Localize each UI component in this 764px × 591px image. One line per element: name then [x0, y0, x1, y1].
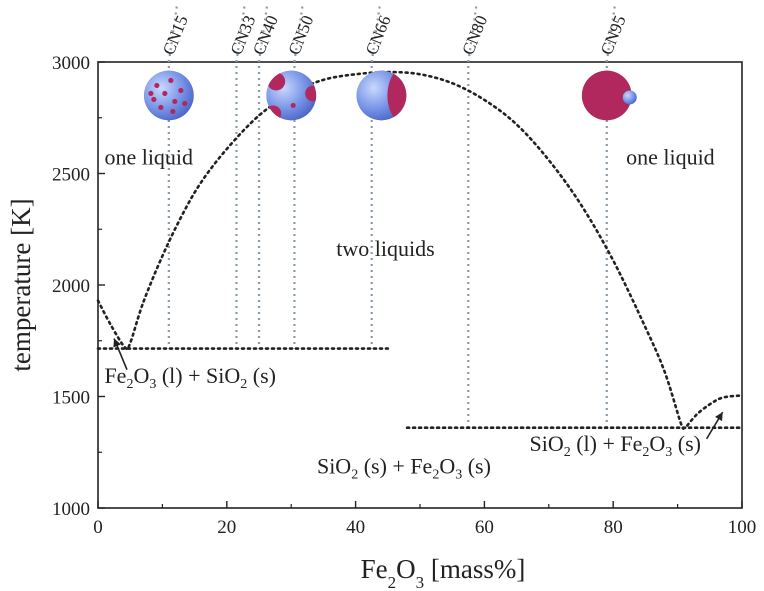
x-tick-label: 60 — [475, 517, 494, 538]
x-title-part: Fe — [361, 554, 388, 584]
label-part: (s) + Fe — [358, 453, 432, 478]
label-part: 3 — [149, 377, 156, 392]
label-part: (s) — [462, 453, 491, 478]
x-title-part: O — [396, 554, 416, 584]
sphere-body — [581, 70, 632, 121]
y-tick-label: 3000 — [52, 53, 90, 74]
label-part: 2 — [126, 377, 133, 392]
sphere-dot — [148, 90, 154, 97]
composition-label: CN15 — [159, 13, 192, 58]
x-tick-label: 100 — [728, 517, 757, 538]
plot-border — [97, 61, 743, 509]
sphere-dot — [178, 87, 184, 94]
composition-label: CN80 — [458, 13, 491, 58]
eutectic-arrow-right-head — [715, 412, 723, 422]
label-part: (s) — [247, 363, 276, 388]
composition-label: CN50 — [285, 13, 318, 58]
morphology-spheres — [143, 70, 637, 121]
label-part: 3 — [665, 445, 672, 460]
x-tick-label: 80 — [604, 517, 623, 538]
axis-ticks: 0 20 40 60 80 100 1000 1500 2000 2500 3000 — [52, 53, 756, 538]
label-part: SiO — [529, 431, 563, 456]
sphere-dot — [172, 98, 178, 105]
label-part: SiO — [317, 453, 351, 478]
sphere-dot — [151, 96, 157, 103]
eutectic-arrow-left-head — [113, 338, 121, 348]
x-title-part: [mass%] — [424, 554, 525, 584]
label-part: (l) + SiO — [156, 363, 240, 388]
sphere-mostly-red — [581, 70, 637, 121]
x-tick-label: 40 — [346, 517, 365, 538]
label-part: (s) — [672, 431, 701, 456]
sphere-blob — [266, 105, 282, 121]
annotations: one liquid one liquid two liquids Fe2​O3​ (… — [104, 145, 724, 482]
y-tick-label: 1000 — [52, 499, 90, 520]
composition-label: CN66 — [362, 13, 395, 58]
label-part: 3 — [455, 467, 462, 482]
x-title-part: 2 — [388, 573, 397, 591]
label-part: Fe — [104, 363, 126, 388]
sphere-dots — [143, 70, 194, 121]
sphere-dot — [290, 102, 296, 108]
sphere-dot — [154, 82, 160, 89]
label-part: 2 — [642, 445, 649, 460]
label-part: 2 — [351, 467, 358, 482]
sphere-blob — [267, 72, 286, 91]
sphere-dot — [182, 100, 188, 107]
x-tick-label: 0 — [93, 517, 103, 538]
sio2-s-fe2o3-s: SiO2​ (s) + Fe2​O3​ (s) — [317, 453, 491, 482]
sphere-dot — [162, 90, 168, 97]
sphere-half — [387, 70, 407, 121]
label-part: (l) + Fe — [571, 431, 643, 456]
sio2-l-fe2o3-s: SiO2​ (l) + Fe2​O3​ (s) — [529, 431, 701, 460]
x-title-part: 3 — [416, 573, 425, 591]
boundary-curve — [685, 394, 744, 427]
sphere-half — [356, 70, 407, 121]
phase-boundaries — [96, 70, 744, 430]
one-liquid-left: one liquid — [104, 145, 193, 170]
composition-label: CN95 — [597, 13, 630, 58]
sphere-dot — [168, 77, 174, 84]
label-part: 2 — [432, 467, 439, 482]
sphere-blobs — [266, 70, 317, 121]
sphere-dot — [170, 108, 176, 115]
plot-frame — [97, 61, 743, 509]
y-tick-label: 1500 — [52, 388, 90, 409]
label-part: O — [133, 363, 149, 388]
sphere-blob — [305, 85, 317, 102]
x-axis-title: Fe2O3 [mass%] — [361, 554, 526, 591]
sphere-droplet — [622, 90, 637, 105]
y-tick-label: 2500 — [52, 165, 90, 186]
x-tick-label: 20 — [217, 517, 236, 538]
label-part: O — [439, 453, 455, 478]
label-part: 2 — [564, 445, 571, 460]
fe2o3-l-sio2-s: Fe2​O3​ (l) + SiO2​ (s) — [104, 363, 276, 392]
label-part: 2 — [240, 377, 247, 392]
label-part: O — [649, 431, 665, 456]
sphere-dot — [158, 104, 164, 111]
y-axis-title: temperature [K] — [6, 198, 36, 371]
one-liquid-right: one liquid — [626, 145, 715, 170]
two-liquids: two liquids — [336, 236, 434, 261]
y-tick-label: 2000 — [52, 276, 90, 297]
